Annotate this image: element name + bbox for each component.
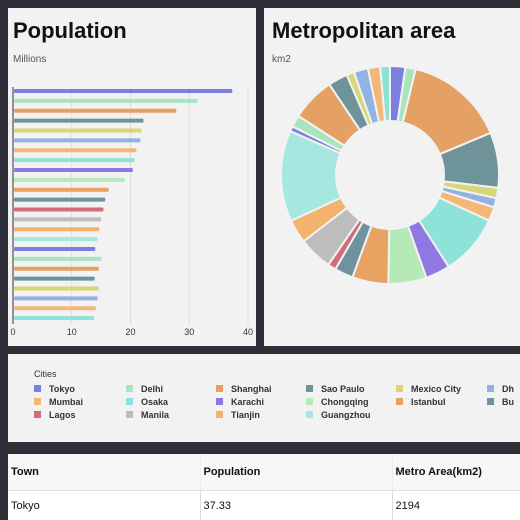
legend-swatch xyxy=(126,411,133,418)
bar-buenos-aires[interactable] xyxy=(14,197,106,202)
cell-town: Tokyo xyxy=(8,490,201,520)
legend-label: Mumbai xyxy=(49,397,84,407)
legend-label: Lagos xyxy=(49,410,76,420)
legend-swatch xyxy=(216,385,223,392)
x-tick-label: 20 xyxy=(125,327,135,337)
column-header-population[interactable]: Population xyxy=(200,454,393,491)
legend-label: Guangzhou xyxy=(321,410,371,420)
legend-item-mumbai[interactable]: Mumbai xyxy=(34,396,83,409)
legend-label: Karachi xyxy=(231,397,265,407)
bar-chongqing[interactable] xyxy=(14,177,125,182)
bar-dhaka[interactable] xyxy=(14,138,141,143)
bar-kolkata[interactable] xyxy=(14,276,95,281)
legend-swatch xyxy=(396,385,403,392)
table-header-row: Town Population Metro Area(km2) xyxy=(8,454,520,491)
bar-mumbai[interactable] xyxy=(14,148,137,153)
legend-swatch xyxy=(216,398,223,405)
legend-label: Bu xyxy=(502,397,514,407)
legend-item-guangzhou[interactable]: Guangzhou xyxy=(306,409,371,422)
legend-label: Dh xyxy=(502,384,514,394)
x-tick-label: 40 xyxy=(243,327,253,337)
legend-label: Tianjin xyxy=(231,410,260,420)
legend-label: Delhi xyxy=(141,384,164,394)
metro-area-chart-title: Metropolitan area xyxy=(272,18,456,43)
legend-swatch xyxy=(126,385,133,392)
legend-swatch xyxy=(487,398,494,405)
bar-karachi[interactable] xyxy=(14,167,133,172)
legend-item-tokyo[interactable]: Tokyo xyxy=(34,383,75,396)
cell-population: 37.33 xyxy=(200,490,393,520)
legend-label: Manila xyxy=(141,410,170,420)
population-chart-title: Population xyxy=(13,18,127,43)
bar-istanbul[interactable] xyxy=(14,187,109,192)
x-tick-label: 30 xyxy=(184,327,194,337)
bar-kinshasa[interactable] xyxy=(14,286,99,291)
legend-swatch xyxy=(126,398,133,405)
bar-beijing[interactable] xyxy=(14,246,96,251)
legend-item-buenos-aires[interactable]: Bu xyxy=(487,396,514,409)
legend-item-manila[interactable]: Manila xyxy=(126,409,169,422)
bar-tianjin[interactable] xyxy=(14,227,100,232)
legend-swatch xyxy=(306,398,313,405)
bar-osaka[interactable] xyxy=(14,158,135,163)
legend-item-mexico-city[interactable]: Mexico City xyxy=(396,383,461,396)
legend-item-dhaka[interactable]: Dh xyxy=(487,383,514,396)
bar-tokyo[interactable] xyxy=(14,89,233,93)
legend-item-sao-paulo[interactable]: Sao Paulo xyxy=(306,383,365,396)
legend-swatch xyxy=(34,385,41,392)
legend-panel: Cities Tokyo Delhi Shanghai Sao Paulo Mexico… xyxy=(8,354,520,442)
city-table: Town Population Metro Area(km2) Tokyo 37… xyxy=(8,454,520,520)
bar-guangzhou[interactable] xyxy=(14,237,98,242)
x-tick-label: 0 xyxy=(10,327,15,337)
legend-swatch xyxy=(306,411,313,418)
legend-item-karachi[interactable]: Karachi xyxy=(216,396,264,409)
city-table-panel: Town Population Metro Area(km2) Tokyo 37… xyxy=(8,454,520,520)
bar-cairo[interactable] xyxy=(14,256,102,261)
legend-swatch xyxy=(216,411,223,418)
metro-area-chart-subtitle: km2 xyxy=(272,54,291,65)
legend-swatch xyxy=(34,398,41,405)
bar-sao-paulo[interactable] xyxy=(14,118,144,123)
legend-label: Chongqing xyxy=(321,397,369,407)
population-chart-subtitle: Millions xyxy=(13,54,47,65)
metro-area-chart-panel: Metropolitan area km2 xyxy=(264,8,520,346)
metro-area-donut-chart xyxy=(280,64,500,286)
legend-item-shanghai[interactable]: Shanghai xyxy=(216,383,272,396)
population-chart-panel: Population Millions 0 10 20 30 40 xyxy=(8,8,256,346)
bar-lahore[interactable] xyxy=(14,306,96,311)
legend-label: Osaka xyxy=(141,397,169,407)
legend-swatch xyxy=(306,385,313,392)
bar-shanghai[interactable] xyxy=(14,108,177,113)
legend-item-delhi[interactable]: Delhi xyxy=(126,383,163,396)
legend-swatch xyxy=(396,398,403,405)
legend-item-chongqing[interactable]: Chongqing xyxy=(306,396,368,409)
legend-label: Mexico City xyxy=(411,384,462,394)
legend-item-lagos[interactable]: Lagos xyxy=(34,409,76,422)
legend-item-tianjin[interactable]: Tianjin xyxy=(216,409,260,422)
bar-rio-de-janeiro[interactable] xyxy=(14,316,95,321)
bar-mexico-city[interactable] xyxy=(14,128,142,133)
legend-label: Shanghai xyxy=(231,384,272,394)
column-header-metro-area[interactable]: Metro Area(km2) xyxy=(392,454,520,491)
cell-metro-area: 2194 xyxy=(392,490,520,520)
population-bar-chart: 0 10 20 30 40 xyxy=(10,87,253,337)
bar-manila[interactable] xyxy=(14,217,102,222)
table-row: Tokyo 37.33 2194 xyxy=(8,490,520,520)
legend-label: Sao Paulo xyxy=(321,384,365,394)
bar-shenzhen[interactable] xyxy=(14,296,98,301)
bar-delhi[interactable] xyxy=(14,98,198,103)
legend-item-istanbul[interactable]: Istanbul xyxy=(396,396,446,409)
legend-swatch xyxy=(487,385,494,392)
bar-lagos[interactable] xyxy=(14,207,104,212)
column-header-town[interactable]: Town xyxy=(8,454,201,491)
legend-heading: Cities xyxy=(34,369,57,379)
legend-item-osaka[interactable]: Osaka xyxy=(126,396,168,409)
slice-rio-de-janeiro[interactable] xyxy=(379,64,391,123)
legend-swatch xyxy=(34,411,41,418)
x-tick-label: 10 xyxy=(67,327,77,337)
bar-moscow[interactable] xyxy=(14,266,99,271)
legend-label: Tokyo xyxy=(49,384,75,394)
legend-label: Istanbul xyxy=(411,397,446,407)
